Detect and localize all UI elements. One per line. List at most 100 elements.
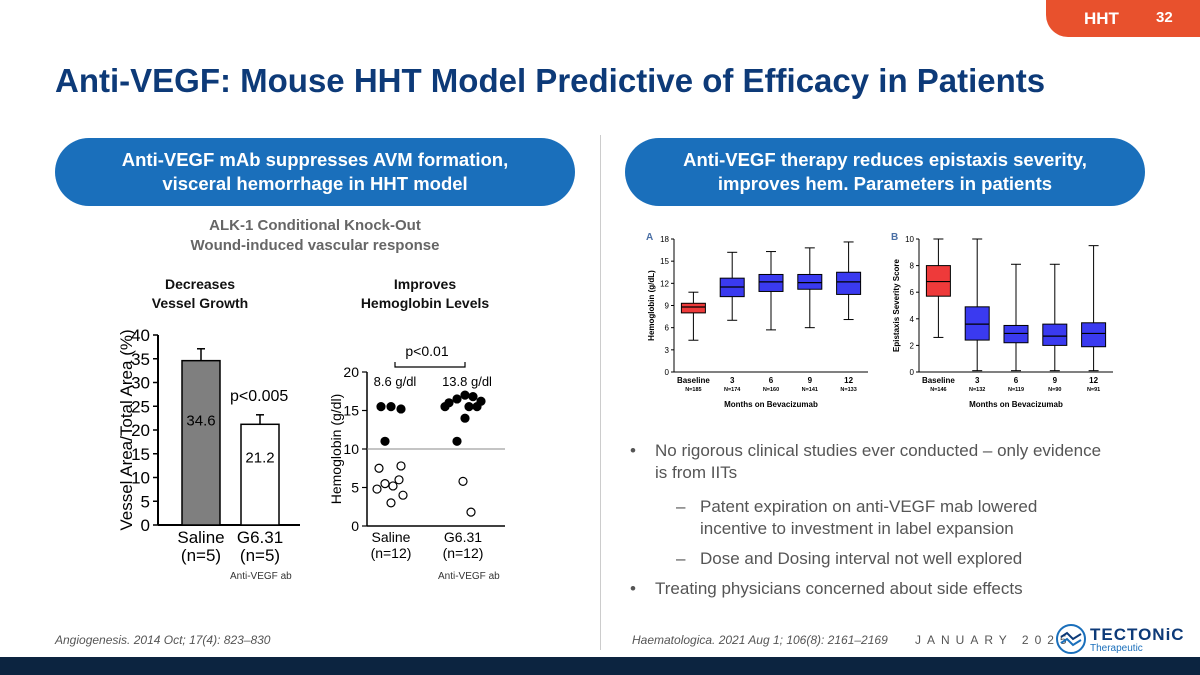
y-tick-label: 20 (343, 364, 359, 380)
y-tick-label: 8 (910, 262, 915, 271)
findings-list: No rigorous clinical studies ever conduc… (628, 440, 1108, 612)
n-label: N=160 (763, 387, 779, 393)
caption-hemoglobin-line1: Improves (393, 276, 457, 292)
hemoglobin-box-plot: A 0 3 6 9 12 15 18 Hemoglobin (g/dL) Baseline N=18… (646, 232, 868, 409)
bullet-item: No rigorous clinical studies ever conduc… (628, 440, 1108, 484)
right-header-pill: Anti-VEGF therapy reduces epistaxis seve… (625, 138, 1145, 206)
n-label: N=132 (969, 387, 985, 393)
y-tick-label: 3 (665, 346, 670, 355)
x-tick-label: G6.31 (237, 528, 283, 547)
x-tick-label: Saline (372, 529, 411, 545)
data-label: 34.6 (186, 413, 215, 430)
date-label: JANUARY 2025 (915, 633, 1073, 647)
left-subtitle-line2: Wound-induced vascular response (190, 237, 440, 254)
data-point (396, 404, 406, 414)
y-tick-label: 15 (343, 403, 359, 419)
box (836, 271, 862, 295)
data-point (388, 481, 398, 491)
note-anti-vegf-a: Anti-VEGF ab (230, 571, 292, 582)
x-tick-label: G6.31 (444, 529, 482, 545)
x-tick-label: 9 (808, 376, 813, 385)
right-reference: Haematologica. 2021 Aug 1; 106(8): 2161–… (632, 633, 888, 647)
box (925, 265, 951, 297)
x-tick-label: Saline (177, 528, 224, 547)
bar (181, 359, 221, 526)
x-tick-label: 12 (1089, 376, 1098, 385)
y-axis-label: Epistaxis Severity Score (892, 258, 901, 351)
x-tick-label: Baseline (677, 376, 710, 385)
left-reference: Angiogenesis. 2014 Oct; 17(4): 823–830 (55, 633, 271, 647)
p-value-label: p<0.01 (405, 343, 448, 359)
x-tick-n: (n=5) (240, 546, 280, 565)
box (1003, 324, 1029, 344)
right-pill-line1: Anti-VEGF therapy reduces epistaxis seve… (683, 149, 1087, 170)
y-tick-label: 15 (660, 257, 669, 266)
data-point (386, 498, 396, 508)
panel-label: A (646, 232, 653, 243)
n-label: N=174 (724, 387, 741, 393)
y-axis-label: Vessel Area/Total Area (%) (117, 329, 136, 530)
y-tick-label: 30 (131, 374, 150, 393)
box (797, 273, 823, 290)
box (680, 302, 706, 314)
n-label: N=141 (802, 387, 818, 393)
hht-section-tab: HHT 32 (1046, 0, 1200, 37)
footer-bar (0, 657, 1200, 675)
x-tick-label: 3 (730, 376, 735, 385)
y-tick-label: 0 (351, 518, 359, 534)
bullet-item: Treating physicians concerned about side… (628, 578, 1108, 600)
caption-vessel: Decreases Vessel Growth (130, 275, 270, 313)
left-subtitle: ALK-1 Conditional Knock-Out Wound-induce… (140, 216, 490, 256)
data-point (396, 461, 406, 471)
data-point (472, 402, 482, 412)
left-subtitle-line1: ALK-1 Conditional Knock-Out (209, 217, 421, 234)
data-point (374, 463, 384, 473)
y-tick-label: 0 (665, 368, 670, 377)
significance-bracket (394, 362, 466, 368)
note-anti-vegf-b: Anti-VEGF ab (438, 571, 500, 582)
n-label: N=91 (1087, 387, 1100, 393)
y-tick-label: 25 (131, 397, 150, 416)
x-tick-label: 6 (1014, 376, 1019, 385)
y-tick-label: 9 (665, 302, 670, 311)
n-label: N=185 (685, 387, 701, 393)
logo-name: TECTONiC (1090, 625, 1185, 644)
data-label: 21.2 (245, 449, 274, 466)
y-tick-label: 6 (910, 288, 915, 297)
page-number: 32 (1156, 9, 1173, 26)
data-point (468, 392, 478, 402)
left-pill-line2: visceral hemorrhage in HHT model (162, 173, 468, 194)
x-tick-label: 12 (844, 376, 853, 385)
group-mean-label: 8.6 g/dl (374, 374, 417, 389)
y-tick-label: 5 (351, 480, 359, 496)
caption-hemoglobin: Improves Hemoglobin Levels (345, 275, 505, 313)
data-point (376, 402, 386, 412)
data-point (380, 479, 390, 489)
box (758, 273, 784, 292)
section-tag: HHT (1084, 9, 1119, 28)
data-point (398, 490, 408, 500)
y-tick-label: 0 (910, 368, 915, 377)
x-tick-n: (n=5) (181, 546, 221, 565)
bar (240, 423, 280, 526)
caption-vessel-line1: Decreases (164, 276, 236, 292)
data-point (464, 402, 474, 412)
data-point (466, 507, 476, 517)
y-axis-label: Hemoglobin (g/dL) (647, 270, 656, 341)
n-label: N=146 (930, 387, 946, 393)
y-tick-label: 12 (660, 279, 669, 288)
column-divider (600, 135, 601, 650)
y-axis-label: Hemoglobin (g/dl) (328, 394, 344, 505)
tectonic-logo-icon (1056, 624, 1086, 654)
y-tick-label: 18 (660, 235, 669, 244)
box (964, 306, 990, 341)
y-tick-label: 10 (343, 441, 359, 457)
x-tick-label: 6 (769, 376, 774, 385)
box (1081, 322, 1107, 348)
logo-subtitle: Therapeutic (1090, 643, 1143, 654)
data-point (394, 475, 404, 485)
data-point (460, 390, 470, 400)
data-point (380, 436, 390, 446)
data-point (458, 476, 468, 486)
